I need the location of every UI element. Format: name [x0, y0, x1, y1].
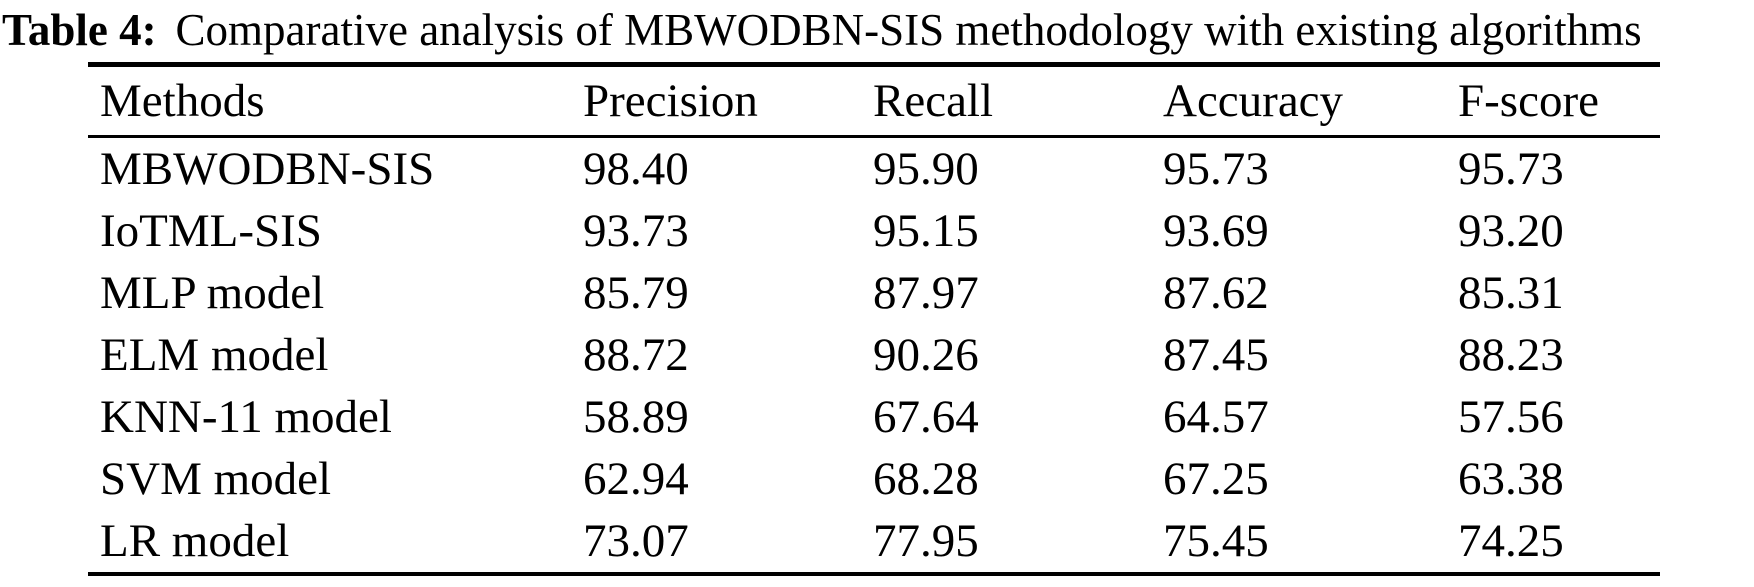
method-cell: MBWODBN-SIS	[100, 143, 435, 195]
table-row: KNN-11 model 58.89 67.64 64.57 57.56	[88, 386, 1660, 448]
column-header-recall: Recall	[873, 75, 994, 127]
table-body: MBWODBN-SIS 98.40 95.90 95.73 95.73 IoTM…	[88, 137, 1660, 575]
precision-cell: 62.94	[583, 453, 689, 505]
accuracy-cell: 67.25	[1163, 453, 1269, 505]
recall-cell: 87.97	[873, 267, 979, 319]
precision-cell: 88.72	[583, 329, 689, 381]
caption-label: Table 4:	[2, 5, 157, 55]
column-header-methods: Methods	[100, 75, 265, 127]
recall-cell: 77.95	[873, 515, 979, 567]
precision-cell: 98.40	[583, 143, 689, 195]
recall-cell: 67.64	[873, 391, 979, 443]
fscore-cell: 63.38	[1458, 453, 1564, 505]
fscore-cell: 93.20	[1458, 205, 1564, 257]
column-header-fscore: F-score	[1458, 75, 1599, 127]
table-row: IoTML-SIS 93.73 95.15 93.69 93.20	[88, 200, 1660, 262]
accuracy-cell: 93.69	[1163, 205, 1269, 257]
method-cell: SVM model	[100, 453, 332, 505]
table-row: MLP model 85.79 87.97 87.62 85.31	[88, 262, 1660, 324]
method-cell: KNN-11 model	[100, 391, 392, 443]
fscore-cell: 85.31	[1458, 267, 1564, 319]
fscore-cell: 74.25	[1458, 515, 1564, 567]
recall-cell: 90.26	[873, 329, 979, 381]
method-cell: LR model	[100, 515, 290, 567]
fscore-cell: 95.73	[1458, 143, 1564, 195]
table-row: ELM model 88.72 90.26 87.45 88.23	[88, 324, 1660, 386]
accuracy-cell: 87.45	[1163, 329, 1269, 381]
column-header-precision: Precision	[583, 75, 758, 127]
column-header-accuracy: Accuracy	[1163, 75, 1344, 127]
header-row: Methods Precision Recall Accuracy F-scor…	[88, 65, 1660, 137]
table-row: SVM model 62.94 68.28 67.25 63.38	[88, 448, 1660, 510]
accuracy-cell: 75.45	[1163, 515, 1269, 567]
accuracy-cell: 95.73	[1163, 143, 1269, 195]
table-caption: Table 4: Comparative analysis of MBWODBN-…	[2, 2, 1642, 58]
precision-cell: 85.79	[583, 267, 689, 319]
comparison-table: Methods Precision Recall Accuracy F-scor…	[88, 62, 1660, 576]
table-header: Methods Precision Recall Accuracy F-scor…	[88, 65, 1660, 137]
fscore-cell: 88.23	[1458, 329, 1564, 381]
table-row: MBWODBN-SIS 98.40 95.90 95.73 95.73	[88, 137, 1660, 201]
method-cell: MLP model	[100, 267, 325, 319]
precision-cell: 73.07	[583, 515, 689, 567]
precision-cell: 93.73	[583, 205, 689, 257]
method-cell: ELM model	[100, 329, 329, 381]
accuracy-cell: 64.57	[1163, 391, 1269, 443]
fscore-cell: 57.56	[1458, 391, 1564, 443]
table-row: LR model 73.07 77.95 75.45 74.25	[88, 510, 1660, 574]
method-cell: IoTML-SIS	[100, 205, 322, 257]
caption-text: Comparative analysis of MBWODBN-SIS meth…	[175, 5, 1642, 55]
accuracy-cell: 87.62	[1163, 267, 1269, 319]
recall-cell: 95.15	[873, 205, 979, 257]
recall-cell: 95.90	[873, 143, 979, 195]
precision-cell: 58.89	[583, 391, 689, 443]
recall-cell: 68.28	[873, 453, 979, 505]
